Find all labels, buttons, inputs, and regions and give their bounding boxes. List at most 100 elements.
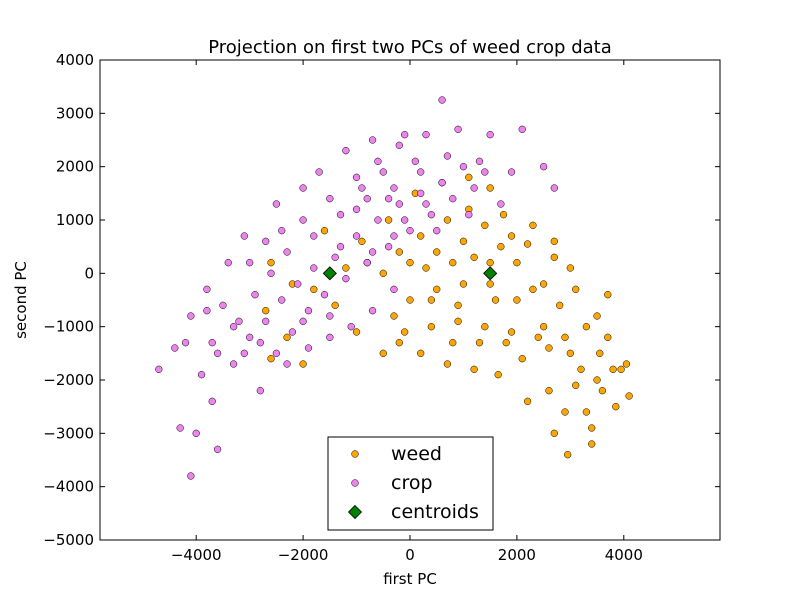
weed-point bbox=[561, 408, 569, 416]
weed-point bbox=[622, 360, 631, 368]
weed-point bbox=[588, 440, 596, 448]
weed-point bbox=[486, 184, 494, 192]
crop-point bbox=[256, 387, 264, 395]
crop-point bbox=[181, 339, 190, 347]
crop-point bbox=[310, 232, 318, 240]
weed-point bbox=[556, 301, 564, 309]
crop-point bbox=[272, 349, 281, 357]
crop-point bbox=[550, 184, 558, 192]
crop-point bbox=[246, 333, 254, 341]
weed-point bbox=[465, 173, 473, 181]
weed-point bbox=[299, 360, 307, 368]
crop-point bbox=[208, 397, 216, 405]
centroids-point bbox=[322, 266, 337, 281]
weed-point bbox=[406, 259, 414, 267]
crop-point bbox=[390, 285, 398, 293]
weed-point bbox=[470, 253, 478, 261]
crop-point bbox=[203, 307, 211, 315]
y-tick-label: 1000 bbox=[56, 211, 94, 229]
y-tick-label: −4000 bbox=[43, 478, 94, 496]
crop-point bbox=[539, 163, 548, 171]
weed-point bbox=[572, 381, 580, 389]
crop-point bbox=[315, 168, 323, 176]
weed-point bbox=[545, 387, 553, 395]
weed-point bbox=[596, 349, 604, 357]
crop-point bbox=[406, 227, 414, 235]
crop-point bbox=[368, 307, 377, 315]
crop-point bbox=[224, 259, 232, 267]
crop-point bbox=[459, 163, 468, 171]
weed-point bbox=[497, 243, 505, 251]
crop-point bbox=[486, 131, 494, 139]
crop-point bbox=[320, 291, 329, 299]
crop-point bbox=[283, 360, 291, 368]
weed-point bbox=[427, 296, 436, 304]
weed-point bbox=[564, 451, 572, 459]
weed-point bbox=[310, 285, 318, 293]
x-tick-label: −2000 bbox=[278, 546, 329, 564]
weed-point bbox=[593, 312, 601, 320]
crop-point bbox=[326, 195, 334, 203]
weed-point bbox=[523, 240, 532, 248]
weed-point bbox=[502, 339, 510, 347]
crop-point bbox=[288, 328, 297, 336]
crop-point bbox=[390, 232, 398, 240]
weed-point bbox=[475, 339, 484, 347]
weed-point bbox=[617, 365, 625, 373]
crop-point bbox=[304, 307, 313, 315]
plot-points bbox=[155, 96, 633, 480]
y-tick-label: −3000 bbox=[43, 424, 94, 442]
crop-point bbox=[262, 237, 270, 245]
weed-point bbox=[481, 323, 489, 331]
crop-point bbox=[347, 323, 355, 331]
legend-marker-centroids bbox=[347, 504, 363, 520]
y-tick-label: −1000 bbox=[43, 318, 94, 336]
crop-point bbox=[240, 232, 248, 240]
weed-point bbox=[529, 285, 537, 293]
crop-point bbox=[417, 189, 425, 197]
weed-point bbox=[494, 371, 502, 379]
weed-point bbox=[588, 424, 596, 432]
weed-point bbox=[507, 328, 516, 336]
crop-point bbox=[326, 312, 334, 320]
crop-point bbox=[267, 269, 275, 277]
crop-point bbox=[384, 243, 393, 251]
weed-point bbox=[417, 349, 425, 357]
y-tick-label: 4000 bbox=[56, 51, 94, 69]
crop-point bbox=[256, 339, 264, 347]
weed-point bbox=[267, 259, 275, 267]
crop-point bbox=[336, 243, 345, 251]
weed-point bbox=[358, 237, 366, 245]
crop-point bbox=[352, 173, 361, 181]
weed-point bbox=[539, 323, 548, 331]
weed-point bbox=[443, 216, 452, 224]
crop-point bbox=[251, 291, 259, 299]
crop-point bbox=[438, 179, 446, 187]
weed-point bbox=[577, 365, 585, 373]
weed-point bbox=[582, 408, 591, 416]
weed-point bbox=[283, 333, 291, 341]
crop-point bbox=[449, 195, 457, 203]
weed-point bbox=[582, 323, 591, 331]
weed-point bbox=[267, 355, 275, 363]
weed-point bbox=[262, 307, 270, 315]
weed-point bbox=[379, 269, 387, 277]
weed-point bbox=[572, 285, 580, 293]
weed-point bbox=[550, 429, 558, 437]
weed-point bbox=[566, 264, 574, 272]
crop-point bbox=[192, 429, 200, 437]
crop-point bbox=[497, 200, 505, 208]
weed-point bbox=[384, 216, 393, 224]
legend-label-centroids: centroids bbox=[391, 501, 479, 523]
crop-point bbox=[294, 280, 302, 288]
crop-point bbox=[342, 275, 350, 283]
crop-point bbox=[507, 168, 516, 176]
crop-point bbox=[368, 248, 377, 256]
axis-ticks: −4000 −2000 0 2000 4000 −5000 −4000 −3000 −2000 −… bbox=[43, 51, 720, 564]
weed-point bbox=[449, 259, 457, 267]
y-tick-label: 0 bbox=[84, 264, 94, 282]
crop-point bbox=[326, 333, 334, 341]
weed-point bbox=[513, 296, 521, 304]
crop-point bbox=[470, 184, 478, 192]
